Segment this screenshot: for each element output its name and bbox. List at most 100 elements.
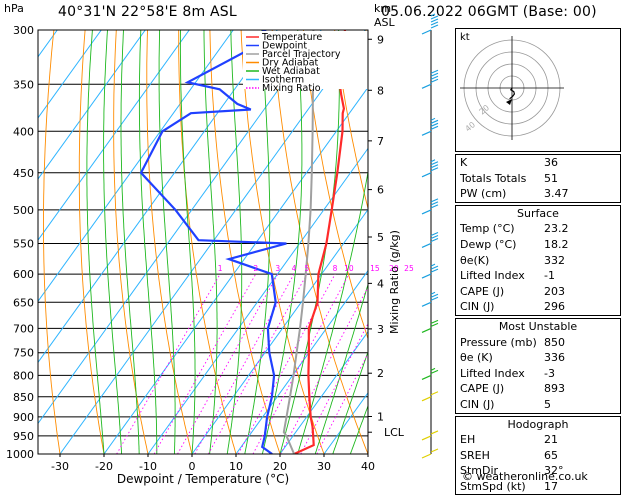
mixing-ratio-label: 25 [404,264,414,273]
surface-value: 332 [544,253,565,267]
legend-entry: Parcel Trajectory [262,49,341,60]
isotherm-line [279,330,368,454]
most-unstable-row: CIN (J) 5 [456,397,620,413]
mixing-ratio-label: 2 [253,264,258,273]
most-unstable-label: Lifted Index [460,366,525,380]
surface-row: θe(K) 332 [456,253,620,269]
plot-frame [37,29,369,455]
legend-entry: Mixing Ratio [262,83,321,94]
hodograph-param-row: StmDir 32° [456,463,620,479]
dry-adiabat [209,30,281,454]
hodograph-unit: kt [460,32,470,43]
mixing-ratio-line [177,273,279,454]
km-tick-label: 5 [377,231,384,244]
wind-barb-staff [421,396,432,402]
surface-row: Temp (°C) 23.2 [456,221,620,237]
wind-barb-flag [430,430,439,435]
temperature-line [293,30,347,454]
pressure-tick-label: 750 [13,347,34,360]
temperature-tick-label: 40 [361,460,375,473]
surface-label: Lifted Index [460,269,525,283]
wind-barb-flag [430,391,439,396]
isotherm-line [38,30,190,241]
surface-value: 203 [544,284,565,298]
mixing-ratio-line [300,322,368,454]
wind-barb-half-flag [430,291,436,295]
wind-barb-half-flag [430,159,436,163]
hodograph-param-label: EH [460,433,476,447]
wind-barb [421,263,439,279]
isotherm-line [38,30,146,180]
wind-barb-flag [430,15,439,20]
wind-barb-flag [430,119,439,124]
isotherm-line [0,30,13,454]
index-value: 36 [544,156,558,169]
mixing-ratio-line [252,273,350,454]
legend-entry: Dry Adiabat [262,58,319,69]
wet-adiabat [332,350,368,454]
datetime-label: 05.06.2022 06GMT (Base: 00) [381,4,597,20]
legend-entry: Temperature [261,32,322,43]
wind-barb-flag [430,204,439,209]
mixing-ratio-line [280,286,368,454]
most-unstable-label: Pressure (mb) [460,335,537,349]
wet-adiabat [244,30,271,454]
dry-adiabat [146,30,193,454]
wind-barb-staff [421,327,432,333]
pressure-tick-label: 600 [13,268,34,281]
mixing-ratio-label: 4 [292,264,297,273]
wet-adiabat [138,30,158,454]
surface-title: Surface [517,206,559,220]
index-label: K [460,156,468,169]
most-unstable-box: Most Unstable Pressure (mb) 850 θe (K) 336 L… [455,317,621,414]
wind-barb-flag [430,24,439,29]
wind-barb-flag [430,265,439,270]
wet-adiabat [158,30,176,454]
km-tick-label: 3 [377,323,384,336]
mixing-ratio-line [316,352,368,454]
pressure-tick-label: 650 [13,296,34,309]
wind-barb-flag [430,231,439,236]
wind-barb [421,391,439,402]
most-unstable-row: CAPE (J) 893 [456,381,620,397]
km-tick-label: 6 [377,184,384,197]
mixing-ratio-line [116,273,221,454]
most-unstable-row: θe (K) 336 [456,350,620,366]
pressure-tick-label: 450 [13,167,34,180]
mixing-ratio-label: 15 [370,264,380,273]
km-tick-label: 7 [377,135,384,148]
wind-barb-half-flag [430,13,436,17]
km-axis-unit: ASL [374,16,396,29]
km-tick-label: 8 [377,84,384,97]
wind-barb [421,448,439,459]
isotherm-line [59,30,366,454]
wet-adiabat [120,30,140,454]
x-axis-label: Dewpoint / Temperature (°C) [117,472,289,486]
mixing-ratio-label: 3 [275,264,280,273]
wind-barb [421,69,439,89]
info-panel: K 36 Totals Totals 51 PW (cm) 3.47 Surface Te… [455,154,621,497]
pressure-tick-label: 300 [13,24,34,37]
pressure-tick-label: 350 [13,78,34,91]
hodograph-param-row: EH 21 [456,432,620,448]
wind-barb-flag [430,122,439,127]
km-tick-label: 9 [377,33,384,46]
pressure-tick-label: 500 [13,204,34,217]
mixing-ratio-label: 8 [333,264,338,273]
temperature-tick-label: 0 [189,460,196,473]
wind-barb-flag [430,448,439,453]
indices-box: K 36 Totals Totals 51 PW (cm) 3.47 [455,154,621,203]
wind-barb-flag [430,167,439,172]
most-unstable-value: 336 [544,351,565,365]
temperature-tick-label: -20 [95,460,113,473]
wind-barb-flag [430,164,439,169]
dewpoint-line [139,30,289,454]
surface-label: CIN (J) [460,300,495,314]
pressure-tick-label: 850 [13,391,34,404]
surface-label: Dewp (°C) [460,237,517,251]
index-value: 51 [544,171,558,185]
most-unstable-row: Pressure (mb) 850 [456,335,620,351]
index-label: PW (cm) [460,187,507,201]
wind-barb-staff [421,242,432,249]
